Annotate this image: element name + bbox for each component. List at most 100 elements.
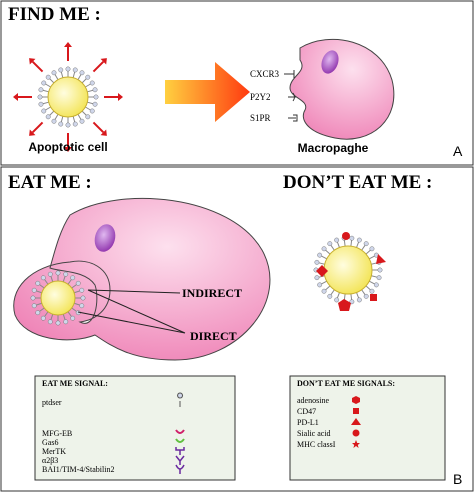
lipid-tail <box>325 249 331 255</box>
macrophage <box>13 197 271 361</box>
legend-items: ptdser MFG-EBGas6MerTKα2β3BAI1/TIM-4/Stab… <box>42 392 185 474</box>
lipid-head <box>363 293 369 299</box>
panel-label: A <box>453 143 463 159</box>
lipid-head <box>72 121 78 127</box>
lipid-tail <box>330 289 335 295</box>
lipid-head <box>349 235 355 241</box>
lipid-tail <box>87 89 94 93</box>
lipid-tail <box>54 74 59 80</box>
lipid-head <box>63 271 69 277</box>
panel-label: B <box>453 471 462 487</box>
lipid-head <box>79 118 85 124</box>
lipid-tail <box>321 280 327 285</box>
lipid-tail <box>62 275 66 282</box>
arrow-head <box>13 93 18 101</box>
lipid-tail <box>49 78 55 84</box>
lipid-tail <box>361 245 366 251</box>
cell-body <box>47 76 89 118</box>
lipid-tail <box>365 249 371 255</box>
lipid-head <box>35 310 41 316</box>
nucleus <box>94 224 116 252</box>
lipid-head <box>85 114 91 120</box>
receptor-label: CXCR3 <box>250 69 280 79</box>
macrophage <box>289 38 395 140</box>
legend-box <box>34 375 236 481</box>
lipid-tail <box>81 78 87 84</box>
lipid-head <box>40 275 46 281</box>
pointer-lines <box>77 289 186 334</box>
lipid-head <box>37 94 43 100</box>
lipid-tail <box>330 245 335 251</box>
legend-item: Sialic acid <box>297 429 331 438</box>
lipid-head <box>45 114 51 120</box>
legend-item: BAI1/TIM-4/Stabilin2 <box>42 465 114 474</box>
lipid-tail <box>72 116 76 123</box>
panel-title: FIND ME : <box>8 4 101 25</box>
arrow-head <box>64 42 72 47</box>
panel-b-frame <box>0 166 474 492</box>
lipid-tail <box>45 106 51 111</box>
lipid-tail <box>325 285 331 291</box>
lipid-tail <box>62 314 66 321</box>
lipid-tail <box>318 262 325 265</box>
lipid-tail <box>60 71 64 78</box>
cell-body <box>323 245 373 295</box>
lipid-head <box>321 288 327 294</box>
receptors <box>284 70 298 122</box>
lipid-tail <box>336 292 340 299</box>
cd47-symbol <box>353 408 359 414</box>
lipid-head <box>356 297 362 303</box>
lipid-tail <box>369 255 375 260</box>
lipid-tail <box>50 275 54 282</box>
panel-title: DON’T EAT ME : <box>283 172 432 193</box>
lipid-tail <box>71 284 77 289</box>
lipid-head <box>65 66 71 72</box>
marker <box>370 294 377 301</box>
bai1-symbol <box>175 464 185 474</box>
lipid-head <box>31 287 37 293</box>
arrow-head <box>100 129 107 136</box>
sialic-symbol <box>352 429 360 437</box>
panel-title: EAT ME : <box>8 172 92 193</box>
lipid-head <box>58 121 64 127</box>
lipid-head <box>65 122 71 128</box>
macrophage-label: Macropaghe <box>298 141 369 155</box>
lipid-head <box>92 101 98 107</box>
lipid-tail <box>343 240 346 247</box>
arrow-head <box>100 58 107 65</box>
lipid-tail <box>371 262 378 265</box>
lipid-head <box>321 246 327 252</box>
lipid-head <box>93 94 99 100</box>
marker <box>338 299 351 311</box>
engulfed-cell <box>30 270 86 326</box>
lipid-tail <box>44 311 49 317</box>
lipid-tail <box>39 284 45 289</box>
lipid-tail <box>67 311 72 317</box>
lipid-tail <box>35 290 42 294</box>
lipid-head <box>314 259 320 265</box>
arrow-head <box>118 93 123 101</box>
lipid-head <box>79 287 85 293</box>
cell-body <box>40 280 76 316</box>
lipid-head <box>80 295 86 301</box>
arrow-shaft <box>92 121 105 134</box>
legend-title: EAT ME SIGNAL: <box>42 379 108 388</box>
lipid-tail <box>42 89 49 93</box>
legend-items: adenosine CD47 PD-L1 Sialic acid MHC classI <box>297 396 361 449</box>
lipid-head <box>327 241 333 247</box>
lipid-tail <box>361 289 366 295</box>
lipid-tail <box>74 290 81 294</box>
lipid-head <box>85 74 91 80</box>
legend-box <box>289 375 446 481</box>
lipid-head <box>377 267 383 273</box>
lipid-head <box>363 241 369 247</box>
lipid-head <box>70 315 76 321</box>
lipid-tail <box>371 275 378 278</box>
lipid-head <box>373 282 379 288</box>
lipid-head <box>35 280 41 286</box>
lipid-tail <box>49 110 55 116</box>
lipid-head <box>47 319 53 325</box>
marker <box>376 254 386 264</box>
lipid-tail <box>35 302 42 306</box>
receptor-label: S1PR <box>250 113 271 123</box>
